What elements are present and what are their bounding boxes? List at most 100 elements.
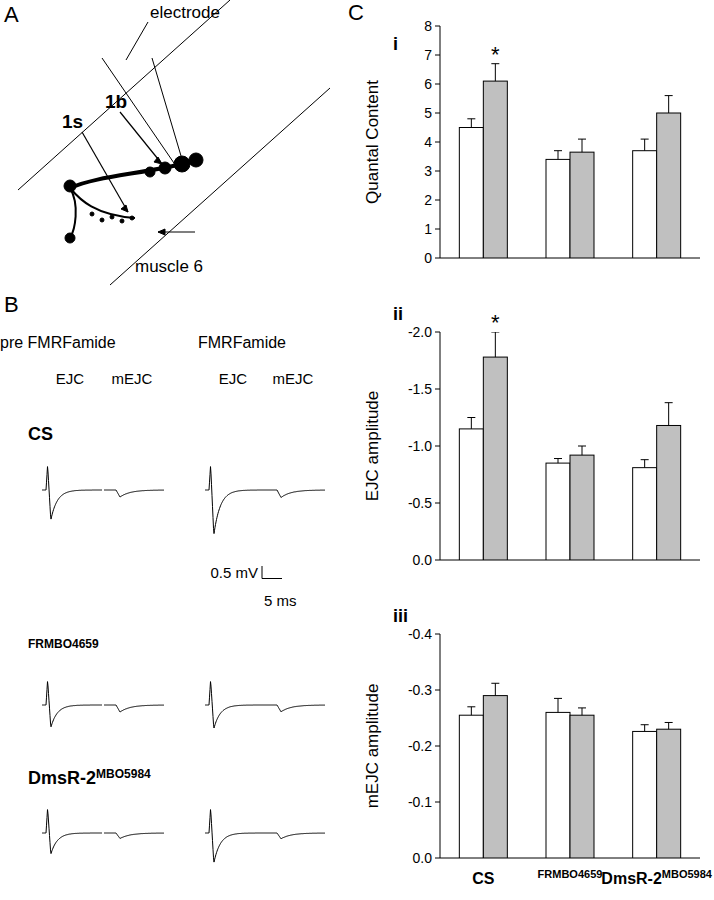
y-tick [435,258,440,259]
bar [633,731,657,858]
error-cap [578,707,586,708]
trace [265,705,325,712]
y-tick [435,560,440,561]
y-tick-label: 0 [424,250,432,266]
trace [104,705,164,712]
arrow [82,132,128,212]
scale-bar [262,566,263,579]
bar [459,128,483,259]
bar [546,712,570,858]
error-cap [554,458,562,459]
bar [570,455,594,560]
trace [205,467,265,534]
error-line [582,139,583,152]
bar [546,159,570,258]
error-bar [665,722,673,729]
bar [570,152,594,258]
error-line [558,459,559,464]
bar [633,468,657,560]
error-cap [578,446,586,447]
column-label: EJC [219,370,248,387]
error-cap [665,402,673,403]
error-cap [665,722,673,723]
significance: * [491,310,500,335]
error-bar [641,139,649,151]
y-tick [435,171,440,172]
y-tick-label: 8 [424,18,432,34]
axis-label: Quantal Content [363,80,382,204]
y-tick-label: 7 [424,47,432,63]
bouton-1s [120,219,124,223]
nerve-branch [70,188,76,238]
axis-label: EJC amplitude [363,391,382,502]
genotype-label: CS [28,424,53,444]
error-cap [641,139,649,140]
error-bar [641,725,649,732]
error-line [558,698,559,712]
error-line [471,707,472,715]
error-cap [641,459,649,460]
error-bar [554,151,562,160]
y-tick-label: 4 [424,134,432,150]
bar [483,81,507,258]
condition-label: pre FMRFamide [0,334,116,351]
error-line [644,460,645,468]
error-cap [665,95,673,96]
y-tick-label: -1.5 [408,381,432,397]
bar [657,425,681,560]
y-tick-label: -2.0 [408,324,432,340]
x-tick-label: DmsR-2MBO5984 [601,868,712,887]
y-tick [435,142,440,143]
trace [265,490,325,498]
bar [546,463,570,560]
diagram-label: muscle 6 [135,257,203,276]
bouton-1s [110,215,114,219]
bouton-1s [90,212,94,216]
error-bar [665,96,673,113]
arrowhead [121,205,128,212]
y-tick-label: -0.5 [408,495,432,511]
bouton-1s [130,216,134,220]
error-bar [578,446,586,455]
error-bar [491,332,499,357]
bars [459,64,680,258]
error-line [495,332,496,357]
bouton [189,153,203,167]
x-tick-label: CS [472,870,495,887]
error-line [582,446,583,455]
error-line [558,151,559,160]
y-tick-label: -0.2 [408,738,432,754]
error-line [644,725,645,732]
error-line [668,722,669,729]
trace [205,810,265,863]
diagram-label: 1b [105,91,127,112]
axis-label: mEJC amplitude [363,684,382,809]
electrode-pointer [126,22,148,60]
trace [104,490,164,497]
error-line [644,139,645,151]
condition-label: FMRFamide [198,334,286,351]
error-line [668,96,669,113]
error-line [471,119,472,128]
y-tick-label: 2 [424,192,432,208]
y-tick [435,55,440,56]
bar [483,357,507,560]
chart-title: i [393,34,398,54]
bar [657,729,681,858]
y-tick-label: 0.0 [413,552,433,568]
error-bar [641,460,649,468]
diagram-label: 1s [62,111,83,132]
bars [459,332,680,560]
y-tick [435,84,440,85]
panel-label: B [4,292,19,317]
y-tick-label: -0.3 [408,682,432,698]
y-tick [435,229,440,230]
trace [104,833,164,839]
bouton [65,233,75,243]
column-label: mEJC [112,370,153,387]
y-tick [435,503,440,504]
muscle-edge [18,0,230,190]
error-cap [467,118,475,119]
chart: iiEJC amplitude0.0-0.5-1.0-1.5-2.0* [363,304,700,568]
scale-bar [262,578,282,579]
